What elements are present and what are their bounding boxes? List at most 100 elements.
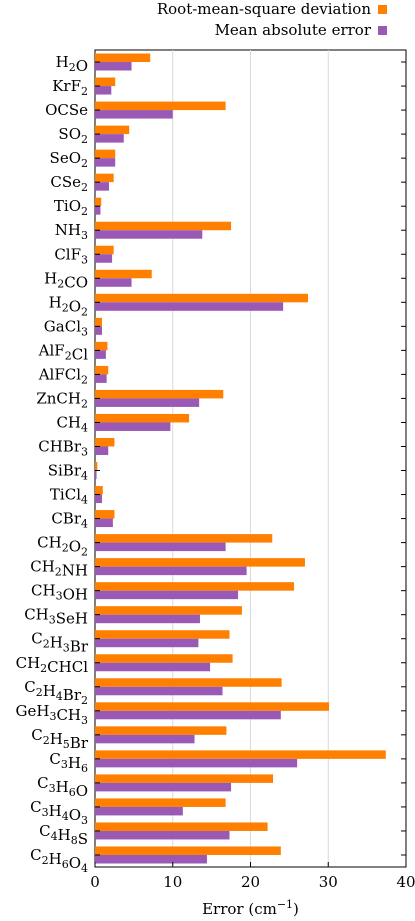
category-label: CH2O2 [37,534,88,559]
category-label: C2H3Br [31,630,89,656]
grid-lines [172,50,329,867]
bar-rmsd [95,221,232,231]
bar-rmsd [95,365,109,375]
bar-mae [95,158,116,167]
bar-mae [95,422,171,431]
bar-rmsd [95,678,282,687]
x-tick-label: 40 [396,873,415,891]
bar-mae [95,278,132,287]
bar-rmsd [95,53,151,63]
category-label: CHBr3 [38,437,88,458]
category-label: C3H6 [49,750,88,775]
bar-mae [95,62,132,71]
bar-mae [95,662,211,672]
category-label: CBr4 [51,510,88,531]
bar-rmsd [95,293,309,303]
bar-mae [95,182,109,191]
bar-mae [95,494,102,504]
bar-rmsd [95,702,330,711]
bar-rmsd [95,846,281,855]
x-tick-label: 0 [90,873,100,891]
category-label: GeH3CH3 [15,702,88,727]
bar-mae [95,230,203,239]
bar-rmsd [95,462,98,471]
category-label: GaCl3 [44,317,88,338]
category-label: NH3 [55,221,88,242]
bar-mae [95,374,107,383]
bar-mae [95,446,109,455]
category-label: SiBr4 [48,462,88,483]
category-label: TiCl4 [50,486,88,507]
legend-swatch [378,5,387,14]
bar-rmsd [95,341,108,351]
category-label: AlF2Cl [38,341,89,363]
category-label: TiO2 [54,197,88,218]
bar-rmsd [95,606,242,615]
bar-mae [95,542,226,552]
bar-mae [95,566,247,576]
category-label: C2H4Br2 [24,678,88,707]
bar-rmsd [95,389,224,399]
bar-rmsd [95,77,116,87]
bar-mae [95,398,200,407]
x-tick-label: 30 [319,873,338,891]
category-label: C3H4O3 [30,798,88,827]
category-label: SO2 [58,125,88,146]
legend: Root-mean-square deviation Mean absolute … [157,0,387,39]
bar-rmsd [95,486,103,495]
bar-mae [95,830,230,840]
bar-rmsd [95,510,115,519]
x-tick-label: 20 [241,873,260,891]
category-label: SeO2 [50,149,88,170]
bar-mae [95,206,101,215]
bar-rmsd [95,245,114,255]
bar-mae [95,686,223,696]
x-axis-ticks: 0 10 20 30 40 [90,862,415,891]
legend-label: Mean absolute error [215,21,372,39]
bar-mae [95,86,112,95]
bar-mae [95,734,195,744]
bar-rmsd [95,413,190,423]
bar-rmsd [95,630,230,639]
category-label: H2CO [44,269,88,291]
category-label: KrF2 [52,77,88,98]
category-label: AlFCl2 [38,365,88,386]
bar-rmsd [95,750,386,759]
bar-rmsd [95,101,226,111]
bar-mae [95,638,199,648]
bar-mae [95,614,200,624]
category-label: CH2NH [30,558,88,580]
category-label: H2O2 [49,293,88,318]
category-label: ClF3 [54,245,88,266]
bar-mae [95,254,113,263]
bar-rmsd [95,437,115,447]
legend-label: Root-mean-square deviation [157,0,371,18]
category-label: C4H8S [39,822,88,848]
category-label: ZnCH2 [36,389,88,410]
category-label: C2H5Br [31,726,89,752]
x-axis-label: Error (cm−1) [202,898,299,918]
category-label: CH2CHCl [16,654,89,676]
category-label: OCSe [45,101,88,119]
bar-mae [95,518,113,528]
category-label: C3H6O [37,774,88,800]
bar-mae [95,110,173,119]
bar-rmsd [95,798,226,807]
category-label: C2H6O4 [30,846,88,875]
bar-rmsd [95,654,233,663]
bar-mae [95,326,102,335]
bar-mae [95,134,124,143]
category-label: CSe2 [50,173,88,194]
bar-mae [95,590,239,600]
bar-rmsd [95,125,130,135]
bar-rmsd [95,173,114,183]
bar-rmsd [95,822,268,831]
bars [95,53,406,864]
category-label: CH4 [56,413,88,434]
bar-rmsd [95,534,273,543]
bar-rmsd [95,558,305,567]
bar-rmsd [95,269,152,279]
bar-rmsd [95,317,102,327]
x-tick-label: 10 [163,873,182,891]
